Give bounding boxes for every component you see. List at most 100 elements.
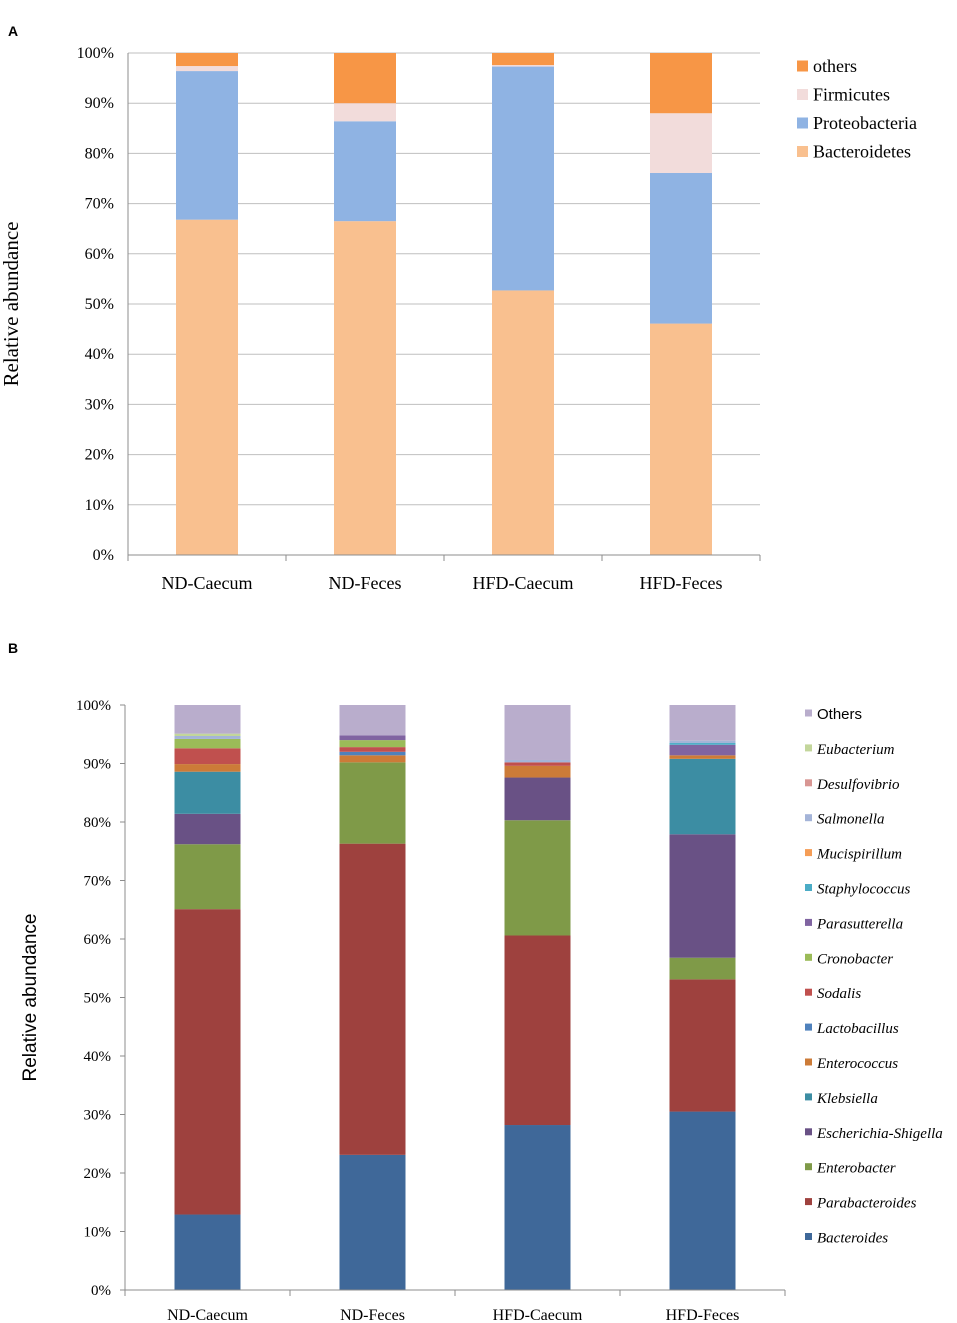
legend-label-others: others [813,56,857,76]
bar-segment-nd-feces-bacteroidetes [334,221,396,556]
bar-segment-nd-caecum-others [174,705,241,734]
legend-label-enterococcus: Enterococcus [816,1056,898,1072]
legend-label-bacteroidetes: Bacteroidetes [813,142,911,162]
legend-swatch-lactobacillus [805,1023,812,1031]
bar-segment-nd-caecum-cronobacter [174,738,241,749]
bar-segment-hfd-caecum-escherichia-shigella [504,777,571,821]
bar-segment-hfd-caecum-others [492,53,554,66]
legend-swatch-sodalis [805,988,812,996]
panel-label-a: A [8,23,18,39]
legend-swatch-cronobacter [805,953,812,961]
x-tick-label-nd-caecum: ND-Caecum [162,573,253,593]
bar-segment-hfd-feces-salmonella [669,740,736,744]
bar-segment-nd-feces-bacteroides [339,1154,406,1290]
bar-segment-nd-feces-enterobacter [339,762,406,844]
bar-segment-nd-feces-parabacteroides [339,843,406,1155]
y-tick-label: 40% [85,346,114,363]
y-tick-label: 60% [84,932,112,948]
x-tick-label-hfd-feces: HFD-Feces [640,573,723,593]
y-tick-label: 90% [84,757,112,773]
bar-segment-nd-caecum-bacteroidetes [176,219,238,555]
bar-segment-nd-feces-lactobacillus [339,751,406,756]
bar-segment-hfd-caecum-enterococcus [504,765,571,778]
legend-label-others: Others [817,706,862,723]
y-tick-label: 100% [76,698,111,714]
legend-swatch-eubacterium [805,744,812,752]
bar-segment-hfd-caecum-sodalis [504,762,571,766]
legend-swatch-desulfovibrio [805,779,812,787]
x-tick-label-hfd-caecum: HFD-Caecum [473,573,574,593]
bar-segment-hfd-feces-klebsiella [669,758,736,835]
x-tick-label-nd-feces: ND-Feces [329,573,402,593]
y-tick-label: 70% [85,196,114,213]
x-tick-label-nd-feces: ND-Feces [340,1307,405,1323]
bar-segment-hfd-caecum-bacteroidetes [492,290,554,555]
bar-segment-nd-caecum-others [176,53,238,67]
y-tick-label: 20% [85,447,114,464]
bar-segment-hfd-feces-others [650,53,712,114]
legend-label-salmonella: Salmonella [817,812,885,828]
y-tick-label: 70% [84,874,112,890]
legend-swatch-others [797,60,808,72]
y-tick-label: 50% [85,296,114,313]
bar-segment-nd-caecum-parabacteroides [174,909,241,1215]
legend-label-mucispirillum: Mucispirillum [816,847,902,863]
y-axis-title: Relative abundance [20,914,41,1082]
bar-segment-hfd-caecum-proteobacteria [492,66,554,291]
y-tick-label: 20% [84,1166,112,1182]
bar-segment-nd-caecum-eubacterium [174,733,241,737]
y-tick-label: 60% [85,246,114,263]
bar-segment-nd-caecum-bacteroides [174,1214,241,1290]
bar-segment-hfd-caecum-firmicutes [492,65,554,67]
legend-swatch-firmicutes [797,89,808,100]
y-tick-label: 40% [84,1049,112,1065]
legend-label-parabacteroides: Parabacteroides [816,1196,917,1212]
bar-segment-hfd-feces-parasutterella [669,744,736,756]
legend-label-cronobacter: Cronobacter [817,951,893,967]
bar-segment-nd-feces-sodalis [339,747,406,752]
x-tick-label-nd-caecum: ND-Caecum [167,1307,248,1323]
legend-label-bacteroides: Bacteroides [817,1231,888,1247]
bar-segment-nd-feces-others [339,705,406,736]
legend-swatch-enterobacter [805,1163,812,1171]
y-tick-label: 90% [85,95,114,112]
bar-segment-hfd-feces-others [669,705,736,741]
legend-swatch-escherichia-shigella [805,1128,812,1136]
bar-segment-hfd-feces-bacteroides [669,1111,736,1290]
legend-label-lactobacillus: Lactobacillus [816,1021,899,1037]
bar-segment-nd-feces-cronobacter [339,740,406,748]
y-tick-label: 0% [91,1283,111,1299]
bar-segment-nd-caecum-sodalis [174,748,241,765]
legend-swatch-bacteroidetes [797,146,808,157]
x-tick-label-hfd-caecum: HFD-Caecum [493,1307,583,1323]
legend-label-sodalis: Sodalis [817,986,861,1002]
legend-swatch-enterococcus [805,1058,812,1066]
bar-segment-hfd-caecum-bacteroides [504,1125,571,1290]
bar-segment-nd-feces-proteobacteria [334,121,396,222]
legend-swatch-mucispirillum [805,849,812,857]
bar-segment-nd-feces-enterococcus [339,755,406,763]
bar-segment-hfd-feces-parabacteroides [669,979,736,1112]
panel-label-b: B [8,640,18,656]
chart-b: 0% 10% 20% 30% 40% 50% 60% 70% 80% 90% 100% ND-Caec… [20,698,943,1323]
bar-segment-hfd-feces-proteobacteria [650,172,712,324]
bar-segment-hfd-feces-escherichia-shigella [669,834,736,958]
bar-segment-nd-caecum-salmonella [174,736,241,739]
bar-segment-nd-caecum-firmicutes [176,66,238,72]
bar-segment-hfd-feces-enterococcus [669,755,736,759]
bar-segment-hfd-caecum-salmonella [504,759,571,763]
bar-segment-nd-caecum-enterococcus [174,764,241,772]
y-tick-label: 30% [85,396,114,413]
bar-segment-hfd-caecum-others [504,705,571,760]
legend-label-proteobacteria: Proteobacteria [813,113,917,133]
y-tick-label: 80% [84,815,112,831]
y-axis-title: Relative abundance [0,221,23,386]
legend-swatch-parabacteroides [805,1198,812,1206]
bar-segment-nd-caecum-proteobacteria [176,71,238,220]
y-tick-label: 10% [85,497,114,514]
y-tick-label: 10% [84,1225,112,1241]
legend-swatch-parasutterella [805,918,812,926]
y-tick-label: 50% [84,991,112,1007]
bar-segment-hfd-caecum-parabacteroides [504,935,571,1126]
legend-label-escherichia-shigella: Escherichia-Shigella [816,1126,943,1142]
